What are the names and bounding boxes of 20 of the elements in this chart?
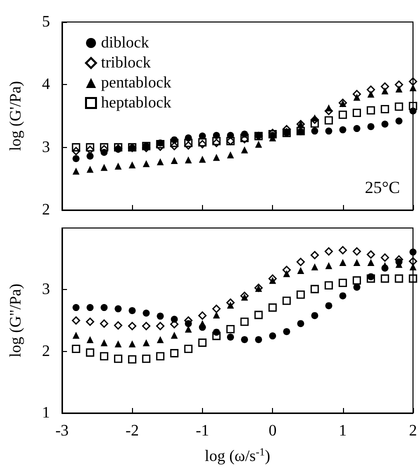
- x-tick-label: 2: [409, 422, 417, 440]
- x-tick-label: -2: [126, 422, 139, 440]
- y-axis-title: log (G'/Pa): [8, 81, 24, 151]
- y-tick-label: 4: [42, 76, 50, 94]
- y-tick-label: 1: [42, 404, 50, 422]
- annotation: 25°C: [364, 178, 400, 197]
- y-tick-label: 3: [42, 281, 50, 298]
- y-tick-label: 2: [42, 342, 50, 360]
- x-tick-label: -3: [55, 422, 69, 440]
- y-tick-label: 5: [42, 14, 50, 30]
- legend-label: pentablock: [101, 74, 172, 92]
- y-tick-label: 3: [42, 138, 50, 156]
- y-tick-label: 2: [42, 202, 50, 218]
- x-tick-label: 0: [268, 422, 277, 440]
- legend-label: triblock: [101, 54, 151, 72]
- y-axis-title: log (G"/Pa): [8, 284, 24, 358]
- x-tick-label: -1: [196, 422, 210, 440]
- x-tick-label: 1: [338, 422, 347, 440]
- legend-label: heptablock: [101, 94, 172, 112]
- legend-label: diblock: [101, 34, 149, 52]
